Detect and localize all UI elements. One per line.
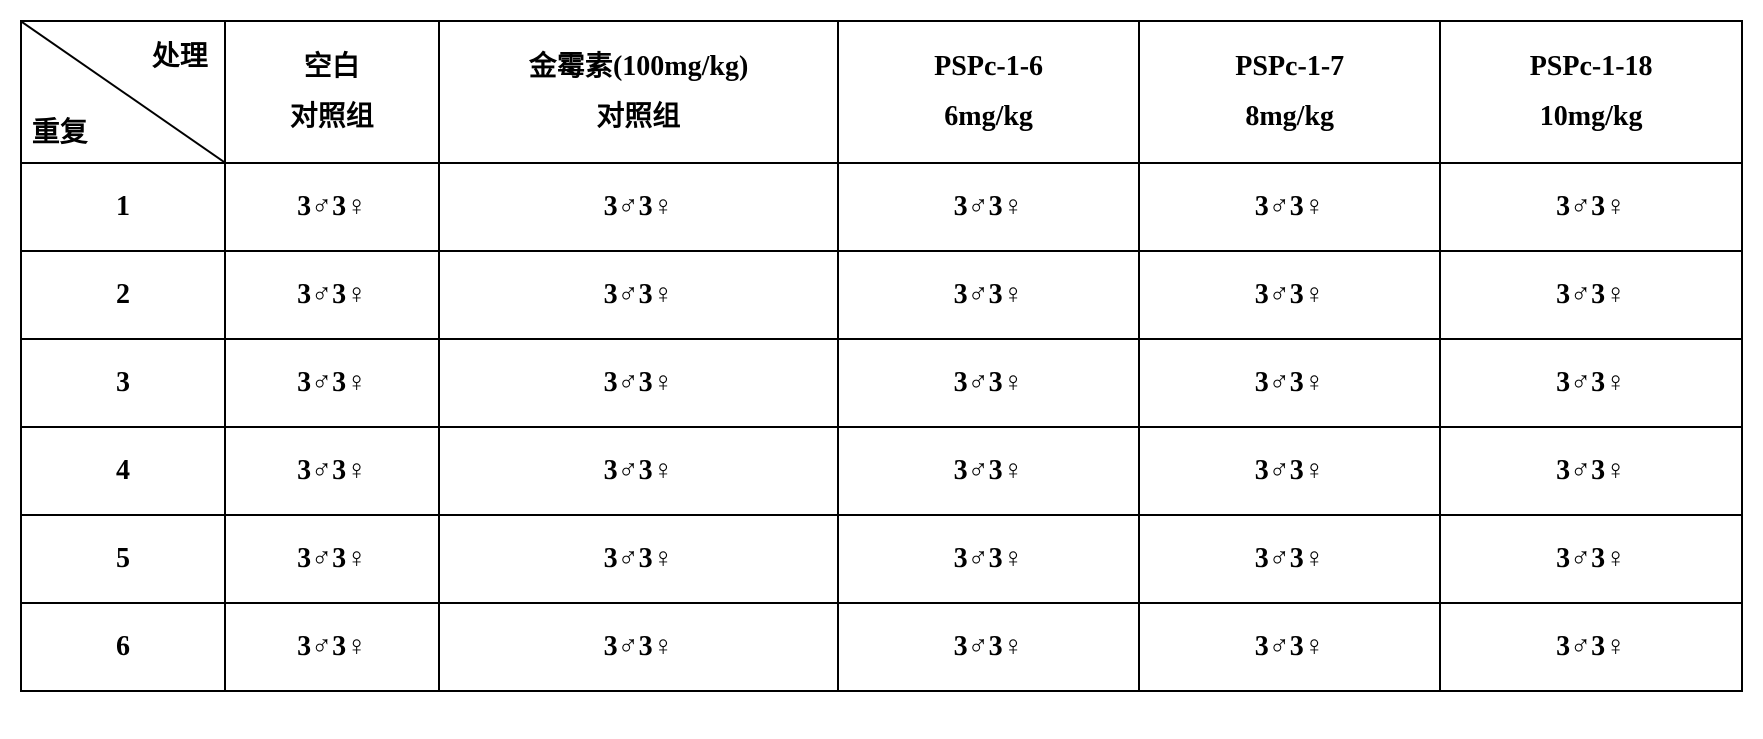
header-col3-line2: 6mg/kg <box>843 92 1134 142</box>
cell-value: 3♂3♀ <box>1440 427 1742 515</box>
row-label: 6 <box>21 603 225 691</box>
header-col2-line1: 金霉素(100mg/kg) <box>444 42 833 92</box>
cell-value: 3♂3♀ <box>1440 339 1742 427</box>
header-col4-line2: 8mg/kg <box>1144 92 1435 142</box>
cell-value: 3♂3♀ <box>439 515 838 603</box>
table-row: 5 3♂3♀ 3♂3♀ 3♂3♀ 3♂3♀ 3♂3♀ <box>21 515 1742 603</box>
header-pspc-1-6: PSPc-1-6 6mg/kg <box>838 21 1139 163</box>
header-col5-line1: PSPc-1-18 <box>1445 42 1737 92</box>
cell-value: 3♂3♀ <box>838 515 1139 603</box>
row-label: 2 <box>21 251 225 339</box>
header-col1-line2: 对照组 <box>230 92 434 142</box>
cell-value: 3♂3♀ <box>1139 339 1440 427</box>
cell-value: 3♂3♀ <box>439 603 838 691</box>
experiment-table: 处理 重复 空白 对照组 金霉素(100mg/kg) 对照组 PSPc-1-6 … <box>20 20 1743 692</box>
table-row: 3 3♂3♀ 3♂3♀ 3♂3♀ 3♂3♀ 3♂3♀ <box>21 339 1742 427</box>
cell-value: 3♂3♀ <box>1139 427 1440 515</box>
header-col2-line2: 对照组 <box>444 92 833 142</box>
cell-value: 3♂3♀ <box>1139 163 1440 251</box>
cell-value: 3♂3♀ <box>225 163 439 251</box>
cell-value: 3♂3♀ <box>838 251 1139 339</box>
cell-value: 3♂3♀ <box>439 339 838 427</box>
header-col4-line1: PSPc-1-7 <box>1144 42 1435 92</box>
header-blank-control: 空白 对照组 <box>225 21 439 163</box>
cell-value: 3♂3♀ <box>225 603 439 691</box>
cell-value: 3♂3♀ <box>1139 603 1440 691</box>
header-replicate-label: 重复 <box>32 110 88 150</box>
header-col3-line1: PSPc-1-6 <box>843 42 1134 92</box>
cell-value: 3♂3♀ <box>1440 603 1742 691</box>
cell-value: 3♂3♀ <box>439 163 838 251</box>
header-diagonal: 处理 重复 <box>21 21 225 163</box>
cell-value: 3♂3♀ <box>439 251 838 339</box>
row-label: 1 <box>21 163 225 251</box>
cell-value: 3♂3♀ <box>1440 163 1742 251</box>
header-row: 处理 重复 空白 对照组 金霉素(100mg/kg) 对照组 PSPc-1-6 … <box>21 21 1742 163</box>
cell-value: 3♂3♀ <box>838 603 1139 691</box>
header-col5-line2: 10mg/kg <box>1445 92 1737 142</box>
header-treatment-label: 处理 <box>152 34 208 74</box>
cell-value: 3♂3♀ <box>838 427 1139 515</box>
row-label: 3 <box>21 339 225 427</box>
header-pspc-1-18: PSPc-1-18 10mg/kg <box>1440 21 1742 163</box>
cell-value: 3♂3♀ <box>1139 515 1440 603</box>
cell-value: 3♂3♀ <box>439 427 838 515</box>
header-pspc-1-7: PSPc-1-7 8mg/kg <box>1139 21 1440 163</box>
cell-value: 3♂3♀ <box>1440 515 1742 603</box>
header-aureomycin-control: 金霉素(100mg/kg) 对照组 <box>439 21 838 163</box>
cell-value: 3♂3♀ <box>1139 251 1440 339</box>
table-row: 6 3♂3♀ 3♂3♀ 3♂3♀ 3♂3♀ 3♂3♀ <box>21 603 1742 691</box>
cell-value: 3♂3♀ <box>1440 251 1742 339</box>
table-row: 2 3♂3♀ 3♂3♀ 3♂3♀ 3♂3♀ 3♂3♀ <box>21 251 1742 339</box>
table-row: 1 3♂3♀ 3♂3♀ 3♂3♀ 3♂3♀ 3♂3♀ <box>21 163 1742 251</box>
cell-value: 3♂3♀ <box>225 251 439 339</box>
row-label: 4 <box>21 427 225 515</box>
table-row: 4 3♂3♀ 3♂3♀ 3♂3♀ 3♂3♀ 3♂3♀ <box>21 427 1742 515</box>
cell-value: 3♂3♀ <box>225 515 439 603</box>
cell-value: 3♂3♀ <box>838 163 1139 251</box>
header-col1-line1: 空白 <box>230 42 434 92</box>
cell-value: 3♂3♀ <box>838 339 1139 427</box>
row-label: 5 <box>21 515 225 603</box>
cell-value: 3♂3♀ <box>225 427 439 515</box>
cell-value: 3♂3♀ <box>225 339 439 427</box>
